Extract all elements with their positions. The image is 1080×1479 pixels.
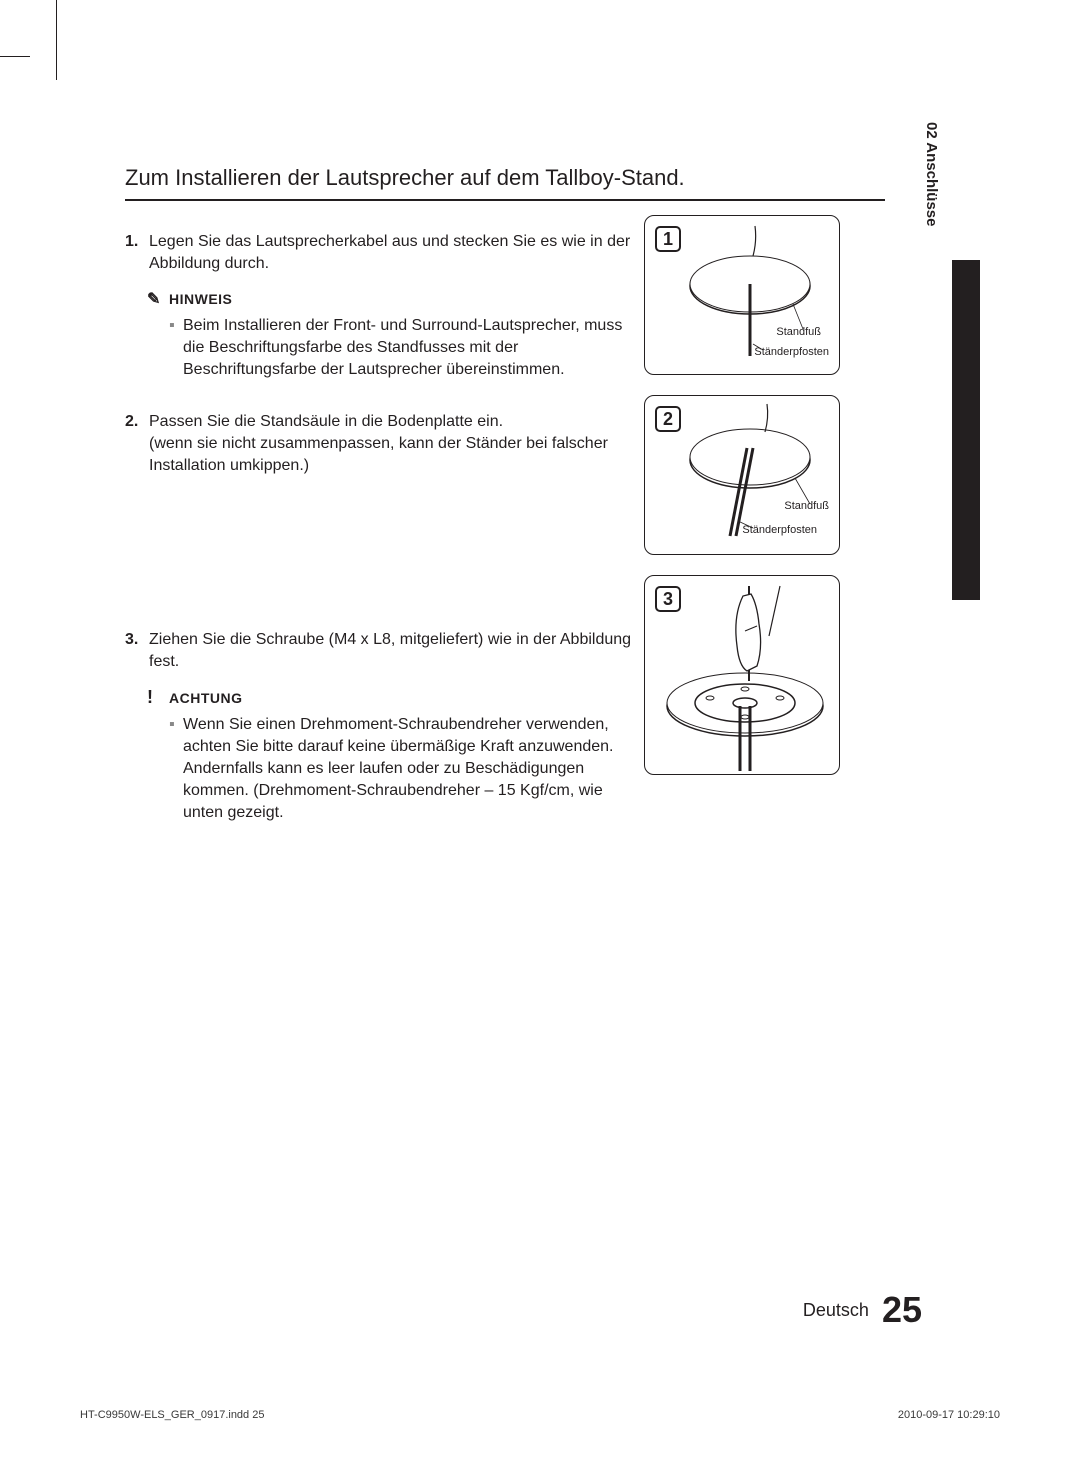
thumb-index-bar: [952, 260, 980, 600]
step-number: 3.: [125, 629, 149, 673]
bullet-icon: ▪: [169, 714, 183, 824]
warning-heading: ! ACHTUNG: [147, 687, 635, 708]
label-pfosten: Ständerpfosten: [742, 524, 817, 536]
footer-language: Deutsch: [803, 1300, 869, 1320]
note-body: ▪ Beim Installieren der Front- und Surro…: [147, 315, 635, 381]
label-standfuss: Standfuß: [784, 500, 829, 512]
step-text: Legen Sie das Lautsprecherkabel aus und …: [149, 231, 635, 275]
crop-mark-vertical: [56, 0, 57, 80]
meta-filename: HT-C9950W-ELS_GER_0917.indd 25: [80, 1409, 264, 1421]
figure-3: 3: [644, 575, 840, 775]
warning-block: ! ACHTUNG ▪ Wenn Sie einen Drehmoment-Sc…: [125, 687, 635, 824]
step-number: 2.: [125, 411, 149, 477]
bullet-icon: ▪: [169, 315, 183, 381]
warning-body-text: Wenn Sie einen Drehmoment-Schraubendrehe…: [183, 714, 635, 824]
step-number: 1.: [125, 231, 149, 275]
page-footer: Deutsch 25: [803, 1289, 922, 1331]
step-text: Passen Sie die Standsäule in die Bodenpl…: [149, 411, 635, 477]
section-title: Zum Installieren der Lautsprecher auf de…: [125, 165, 885, 201]
instruction-column: 1. Legen Sie das Lautsprecherkabel aus u…: [125, 231, 635, 824]
figure-number: 3: [655, 586, 681, 612]
note-icon: ✎: [147, 289, 169, 309]
step-3: 3. Ziehen Sie die Schraube (M4 x L8, mit…: [125, 629, 635, 673]
figure-column: 1 Standfuß Ständerpfosten 2 Standfuß Stä…: [644, 215, 844, 795]
note-body-text: Beim Installieren der Front- und Surroun…: [183, 315, 635, 381]
figure-number: 1: [655, 226, 681, 252]
label-pfosten: Ständerpfosten: [754, 346, 829, 358]
figure-1: 1 Standfuß Ständerpfosten: [644, 215, 840, 375]
note-heading-text: HINWEIS: [169, 291, 232, 307]
step-text: Ziehen Sie die Schraube (M4 x L8, mitgel…: [149, 629, 635, 673]
warning-body: ▪ Wenn Sie einen Drehmoment-Schraubendre…: [147, 714, 635, 824]
warning-icon: !: [147, 687, 169, 708]
warning-heading-text: ACHTUNG: [169, 690, 243, 706]
note-block: ✎ HINWEIS ▪ Beim Installieren der Front-…: [125, 289, 635, 381]
step-2: 2. Passen Sie die Standsäule in die Bode…: [125, 411, 635, 477]
label-standfuss: Standfuß: [776, 326, 821, 338]
note-heading: ✎ HINWEIS: [147, 289, 635, 309]
print-meta-footer: HT-C9950W-ELS_GER_0917.indd 25 2010-09-1…: [80, 1409, 1000, 1421]
meta-timestamp: 2010-09-17 10:29:10: [898, 1409, 1000, 1421]
crop-mark-horizontal: [0, 56, 30, 57]
figure-number: 2: [655, 406, 681, 432]
chapter-tab: 02 Anschlüsse: [923, 122, 940, 227]
page-number: 25: [882, 1289, 922, 1330]
step-1: 1. Legen Sie das Lautsprecherkabel aus u…: [125, 231, 635, 275]
figure-2: 2 Standfuß Ständerpfosten: [644, 395, 840, 555]
